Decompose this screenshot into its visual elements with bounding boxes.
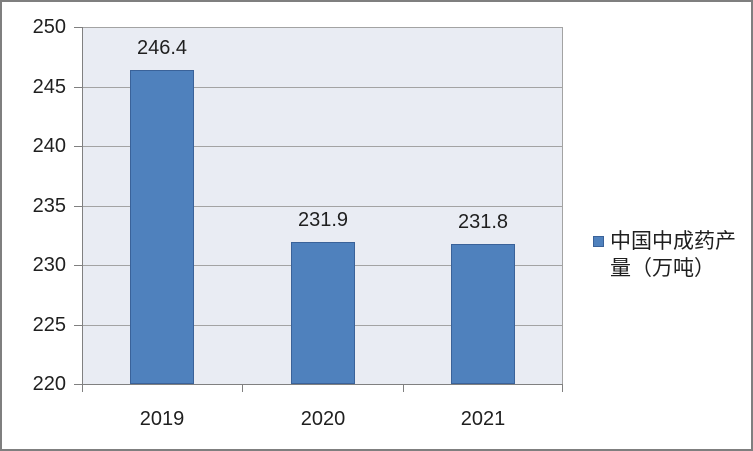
y-axis-label-225: 225: [32, 314, 66, 336]
x-axis-line: [82, 384, 563, 385]
y-axis-label-235: 235: [32, 195, 66, 217]
y-axis-label-245: 245: [32, 76, 66, 98]
x-axis-label-2020: 2020: [300, 408, 346, 430]
legend-label-line2: 量（万吨）: [610, 257, 715, 280]
bar-2020: [291, 242, 355, 384]
plot-right-border: [562, 27, 563, 385]
y-axis-tick-220: [74, 384, 82, 385]
plot-area: 246.4 231.9 231.8: [74, 27, 563, 392]
y-axis-tick-225: [74, 325, 82, 326]
legend-marker-icon: [593, 236, 604, 247]
x-axis-label-2021: 2021: [460, 408, 506, 430]
y-axis-tick-240: [74, 146, 82, 147]
gridline-245: [82, 87, 563, 88]
x-axis-tick-1: [242, 385, 243, 392]
y-axis-tick-245: [74, 87, 82, 88]
data-label-2019: 246.4: [136, 37, 188, 59]
y-axis-label-240: 240: [32, 135, 66, 157]
legend-label: 中国中成药产 量（万吨）: [610, 228, 751, 282]
y-axis-tick-250: [74, 27, 82, 28]
y-axis-tick-230: [74, 265, 82, 266]
data-label-2020: 231.9: [297, 209, 349, 231]
x-axis-tick-2: [403, 385, 404, 392]
y-axis-tick-235: [74, 206, 82, 207]
legend-label-line1: 中国中成药产: [610, 230, 736, 253]
gridline-235: [82, 206, 563, 207]
y-axis-line: [82, 27, 83, 385]
y-axis-label-220: 220: [32, 373, 66, 395]
bar-2021: [451, 244, 515, 384]
y-axis-label-230: 230: [32, 254, 66, 276]
gridline-250: [82, 27, 563, 28]
x-axis-tick-3: [562, 385, 563, 392]
bar-2019: [130, 70, 194, 384]
x-axis-label-2019: 2019: [139, 408, 185, 430]
y-axis-label-250: 250: [32, 16, 66, 38]
x-axis-tick-0: [82, 385, 83, 392]
data-label-2021: 231.8: [457, 211, 509, 233]
gridline-240: [82, 146, 563, 147]
